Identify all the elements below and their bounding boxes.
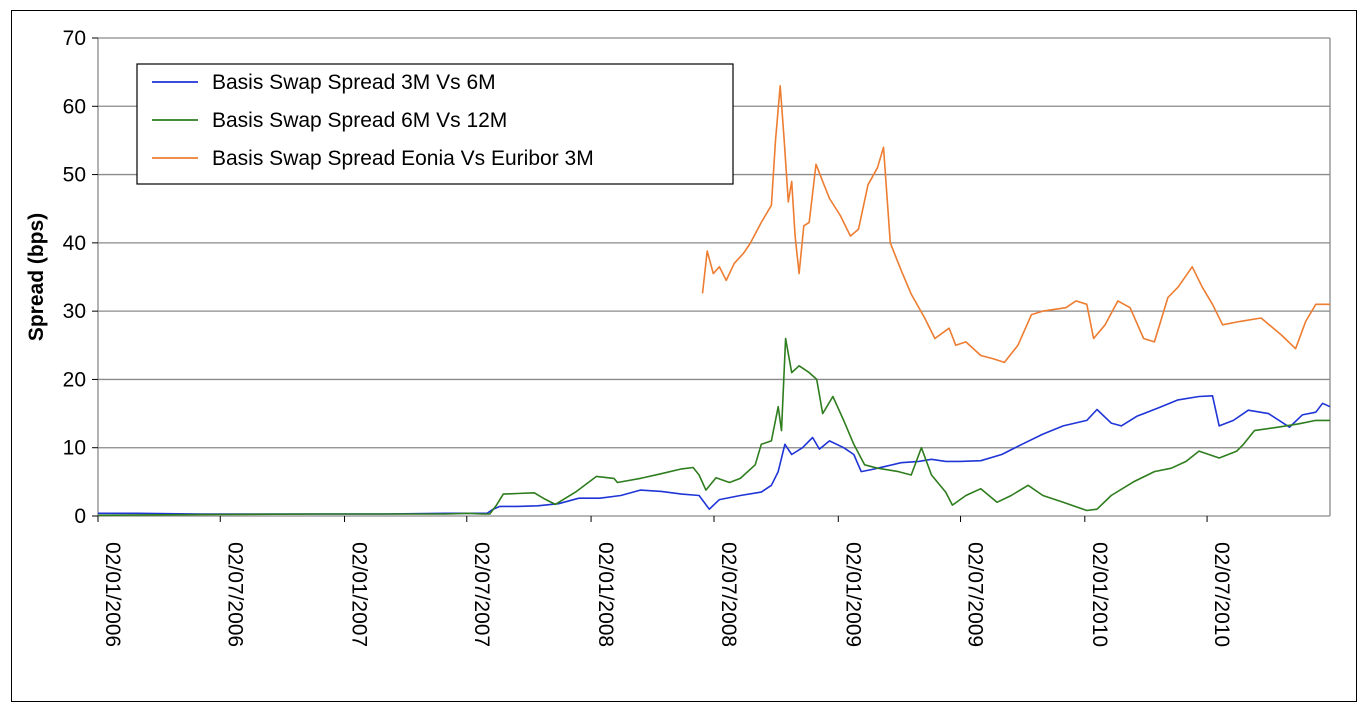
series-line-2 [97,337,1330,517]
y-axis-ticks: 0 10 20 30 40 50 60 70 [63,27,98,528]
x-tick-label: 02/07/2007 [470,542,493,647]
x-tick-label: 02/07/2009 [964,542,987,647]
series-lines [97,85,1331,517]
legend-label: Basis Swap Spread 6M Vs 12M [212,109,507,132]
y-tick-label: 70 [63,27,86,50]
x-tick-label: 02/01/2008 [594,542,617,647]
y-tick-label: 60 [63,95,86,118]
legend-label: Basis Swap Spread 3M Vs 6M [212,71,496,94]
y-tick-label: 20 [63,368,86,391]
x-tick-label: 02/07/2008 [717,542,740,647]
y-tick-label: 30 [63,300,86,323]
y-tick-label: 40 [63,232,86,255]
x-axis-ticks: 02/01/2006 02/07/2006 02/01/2007 02/07/2007… [97,516,1233,647]
y-axis-label: Spread (bps) [25,213,48,341]
legend-label: Basis Swap Spread Eonia Vs Euribor 3M [212,147,594,170]
y-tick-label: 50 [63,164,86,187]
x-tick-label: 02/07/2010 [1210,542,1233,647]
x-tick-label: 02/01/2007 [348,542,371,647]
x-tick-label: 02/01/2010 [1088,542,1111,647]
y-tick-label: 10 [63,437,86,460]
y-tick-label: 0 [74,505,86,528]
x-tick-label: 02/01/2009 [841,542,864,647]
legend: Basis Swap Spread 3M Vs 6M Basis Swap Spr… [136,63,734,185]
x-tick-label: 02/07/2006 [223,542,246,647]
x-tick-label: 02/01/2006 [101,542,124,647]
series-line-1 [98,395,1331,515]
legend-box [136,63,734,185]
series-line-3 [701,85,1330,364]
